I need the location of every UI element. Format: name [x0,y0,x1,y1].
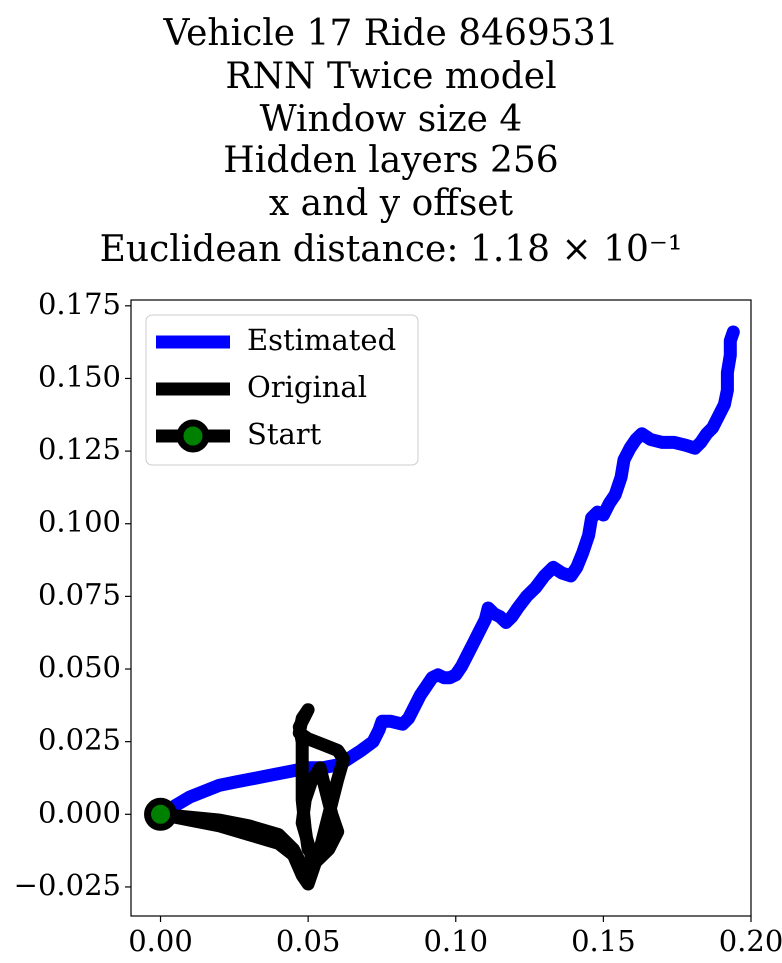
plot-frame [130,299,752,917]
y-tick-label: 0.175 [38,287,121,321]
legend-start-marker [176,419,210,453]
plot-area: 0.00 0.05 0.10 0.15 0.20 −0.025 0.000 0.025 0.0… [14,287,782,958]
x-tick-label: 0.10 [423,924,488,958]
y-tick-label: 0.025 [38,723,121,757]
y-tick-label: −0.025 [14,868,121,902]
title-line-5: x and y offset [269,183,514,224]
y-axis: −0.025 0.000 0.025 0.050 0.075 0.100 0.125 0.15… [14,287,131,902]
title-line-2: RNN Twice model [225,56,556,97]
title-line-1: Vehicle 17 Ride 8469531 [162,13,618,54]
y-tick-label: 0.125 [38,432,121,466]
series-line-original [154,703,351,891]
legend-label-start: Start [247,417,322,451]
series-layer [144,325,740,891]
y-tick-label: 0.075 [38,577,121,611]
x-tick-label: 0.00 [128,924,193,958]
y-tick-label: 0.050 [38,650,121,684]
legend-label-estimated: Estimated [247,323,396,357]
x-tick-label: 0.15 [571,924,636,958]
y-tick-label: 0.000 [38,795,121,829]
start-marker [144,797,178,831]
legend-box [145,314,419,466]
legend: Estimated Original Start [145,314,419,466]
x-tick-label: 0.20 [719,924,782,958]
title-line-6: Euclidean distance: 1.18 × 10⁻¹ [100,229,683,270]
legend-label-original: Original [247,370,367,404]
title-line-4: Hidden layers 256 [223,140,558,181]
x-axis: 0.00 0.05 0.10 0.15 0.20 [128,916,782,958]
y-tick-label: 0.100 [38,505,121,539]
y-tick-label: 0.150 [38,359,121,393]
x-tick-label: 0.05 [276,924,341,958]
title-line-3: Window size 4 [260,99,523,140]
